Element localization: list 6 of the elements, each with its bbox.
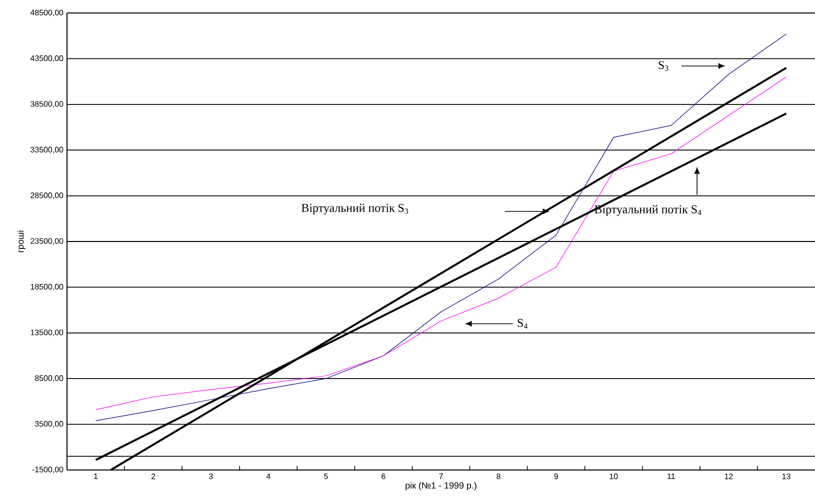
x-axis-title: рік (№1 - 1999 р.) [406, 482, 476, 490]
annotation: Віртуальний потік S$_{4}$ [594, 205, 702, 216]
annotation: S$_{4}$ [518, 318, 528, 329]
annotation: Віртуальний потік S$_{3}$ [302, 204, 408, 214]
annotation: S$_{3}$ [658, 61, 668, 71]
y-axis-title: гроші [17, 230, 26, 252]
